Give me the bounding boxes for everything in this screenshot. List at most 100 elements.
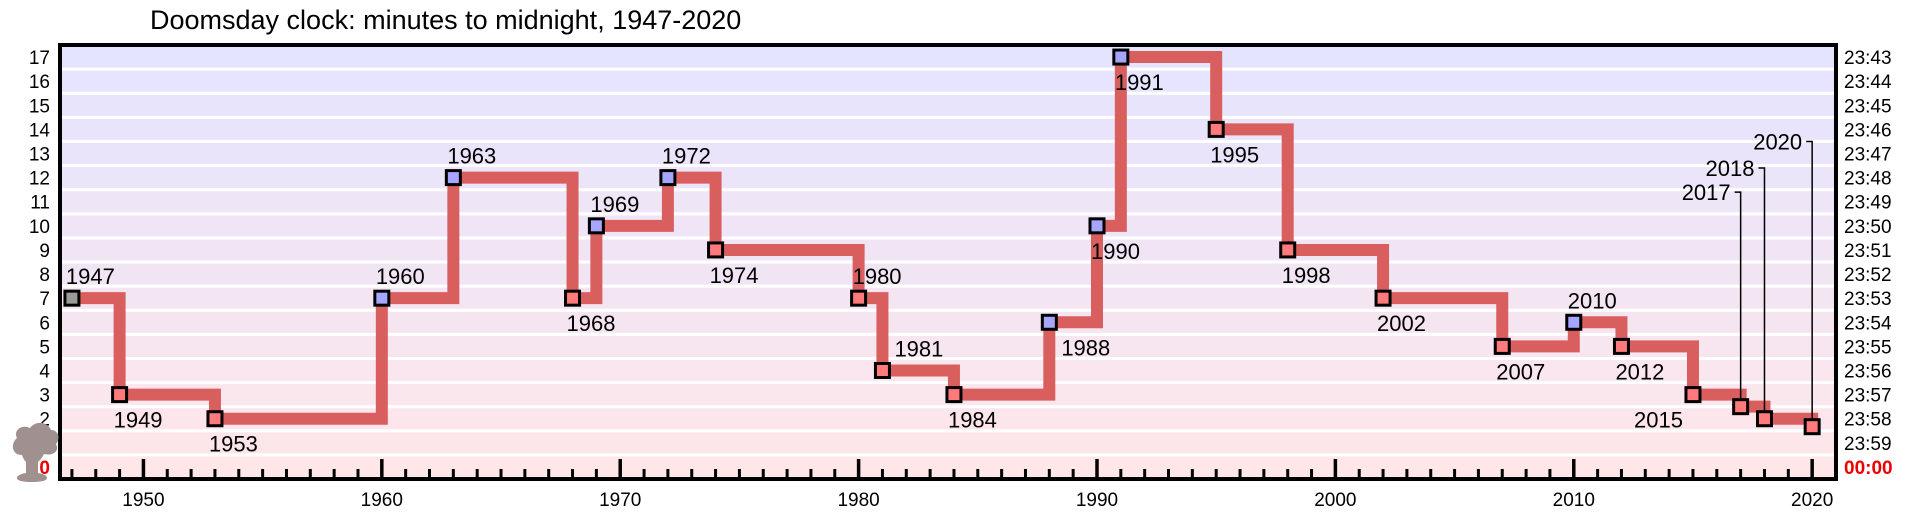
right-tick-label: 23:57 bbox=[1844, 386, 1892, 407]
background-band bbox=[58, 236, 1838, 264]
background-band bbox=[58, 164, 1838, 192]
left-tick-label: 6 bbox=[39, 313, 50, 334]
chart-title: Doomsday clock: minutes to midnight, 194… bbox=[150, 5, 741, 35]
right-tick-label: 23:58 bbox=[1844, 410, 1892, 431]
data-point-label: 2018 bbox=[1706, 156, 1755, 181]
right-tick-label: 23:47 bbox=[1844, 145, 1892, 166]
background-band bbox=[58, 67, 1838, 95]
background-band bbox=[58, 212, 1838, 240]
data-point-marker bbox=[1803, 418, 1821, 436]
left-tick-label: 12 bbox=[29, 169, 50, 190]
right-tick-label: 23:43 bbox=[1844, 48, 1892, 69]
left-tick-label: 15 bbox=[29, 96, 50, 117]
right-axis: 00:00 23:59 23:58 23:57 23:56 23:55 23:54 23:53… bbox=[1844, 48, 1893, 479]
data-point-label: 2012 bbox=[1615, 359, 1664, 384]
data-point-label: 1991 bbox=[1115, 70, 1164, 95]
data-point-marker bbox=[444, 169, 462, 187]
data-point-label: 1995 bbox=[1210, 142, 1259, 167]
right-tick-label: 23:52 bbox=[1844, 265, 1892, 286]
x-tick-label: 1950 bbox=[122, 490, 164, 511]
data-point-marker bbox=[1279, 241, 1297, 259]
right-tick-label: 23:48 bbox=[1844, 169, 1892, 190]
data-point-marker bbox=[63, 289, 81, 307]
x-tick-label: 1960 bbox=[361, 490, 403, 511]
data-point-label: 1990 bbox=[1091, 239, 1140, 264]
background-band bbox=[58, 115, 1838, 143]
data-point-marker bbox=[587, 217, 605, 235]
data-point-label: 2017 bbox=[1682, 180, 1731, 205]
background-band bbox=[58, 43, 1838, 71]
plot-frame bbox=[58, 43, 1838, 481]
x-tick-label: 2000 bbox=[1314, 490, 1356, 511]
left-tick-label: 16 bbox=[29, 72, 50, 93]
data-point-marker bbox=[206, 410, 224, 428]
data-point-marker bbox=[945, 386, 963, 404]
data-point-label: 1968 bbox=[567, 311, 616, 336]
background-band bbox=[58, 139, 1838, 168]
plot-frame-rect bbox=[58, 43, 1838, 481]
right-tick-label: 23:51 bbox=[1844, 241, 1892, 262]
left-tick-label: 3 bbox=[39, 386, 50, 407]
data-point-label: 1949 bbox=[114, 408, 163, 433]
data-point-label: 1969 bbox=[590, 192, 639, 217]
left-axis: 01234567891011121314151617 bbox=[29, 48, 51, 479]
data-point-marker bbox=[1612, 337, 1630, 355]
right-tick-label: 23:49 bbox=[1844, 193, 1892, 214]
data-markers bbox=[63, 48, 1821, 436]
data-point-label: 1947 bbox=[66, 264, 115, 289]
data-point-label: 2002 bbox=[1377, 311, 1426, 336]
background-band bbox=[58, 91, 1838, 119]
data-point-label: 1960 bbox=[376, 264, 425, 289]
data-point-label: 1984 bbox=[948, 408, 997, 433]
leader-line bbox=[1806, 140, 1813, 419]
data-point-label: 1953 bbox=[209, 432, 258, 457]
data-point-marker bbox=[1565, 313, 1583, 331]
data-point-marker bbox=[1374, 289, 1392, 307]
left-tick-label: 8 bbox=[39, 265, 50, 286]
data-point-marker bbox=[659, 169, 677, 187]
data-point-marker bbox=[873, 362, 891, 379]
left-tick-label: 0 bbox=[39, 458, 50, 479]
x-tick-label: 2010 bbox=[1553, 490, 1595, 511]
data-point-label: 1974 bbox=[710, 263, 759, 288]
right-tick-label: 23:56 bbox=[1844, 362, 1892, 383]
background-band bbox=[58, 429, 1838, 457]
data-point-label: 1972 bbox=[662, 144, 711, 169]
right-tick-label: 23:59 bbox=[1844, 434, 1892, 455]
series-line bbox=[71, 51, 1820, 433]
data-point-marker bbox=[111, 386, 129, 404]
left-tick-label: 14 bbox=[29, 120, 51, 141]
left-tick-label: 10 bbox=[29, 217, 50, 238]
data-point-label: 2010 bbox=[1568, 288, 1617, 313]
right-tick-label: 23:45 bbox=[1844, 96, 1892, 117]
data-point-marker bbox=[373, 289, 391, 307]
left-tick-label: 13 bbox=[29, 145, 50, 166]
background-band bbox=[58, 308, 1838, 336]
x-axis: 1950 1960 1970 1980 1990 2000 2010 2020 bbox=[70, 459, 1833, 511]
data-point-label: 2015 bbox=[1634, 408, 1683, 433]
data-point-label: 1981 bbox=[894, 337, 943, 362]
right-tick-label: 23:46 bbox=[1844, 120, 1892, 141]
leader-lines bbox=[1734, 140, 1813, 419]
right-tick-label: 23:53 bbox=[1844, 289, 1892, 310]
right-tick-label: 23:55 bbox=[1844, 337, 1892, 358]
left-tick-label: 11 bbox=[30, 193, 50, 214]
x-tick-label: 1970 bbox=[599, 490, 641, 511]
data-point-label: 1998 bbox=[1282, 263, 1331, 288]
data-point-marker bbox=[850, 289, 868, 307]
data-point-label: 1988 bbox=[1061, 335, 1110, 360]
series-line-group bbox=[71, 51, 1820, 433]
leader-line bbox=[1734, 191, 1742, 399]
left-tick-label: 5 bbox=[39, 337, 50, 358]
right-tick-label: 23:50 bbox=[1844, 217, 1892, 238]
data-point-marker bbox=[1088, 217, 1106, 235]
right-tick-label: 23:44 bbox=[1844, 72, 1892, 93]
data-point-marker bbox=[1112, 48, 1130, 66]
mushroom-cloud-icon bbox=[12, 422, 59, 482]
background-band bbox=[58, 453, 1838, 481]
data-point-label: 2007 bbox=[1496, 359, 1545, 384]
data-point-marker bbox=[1732, 398, 1750, 416]
right-tick-label: 23:54 bbox=[1844, 313, 1892, 334]
data-point-label: 2020 bbox=[1753, 129, 1802, 154]
